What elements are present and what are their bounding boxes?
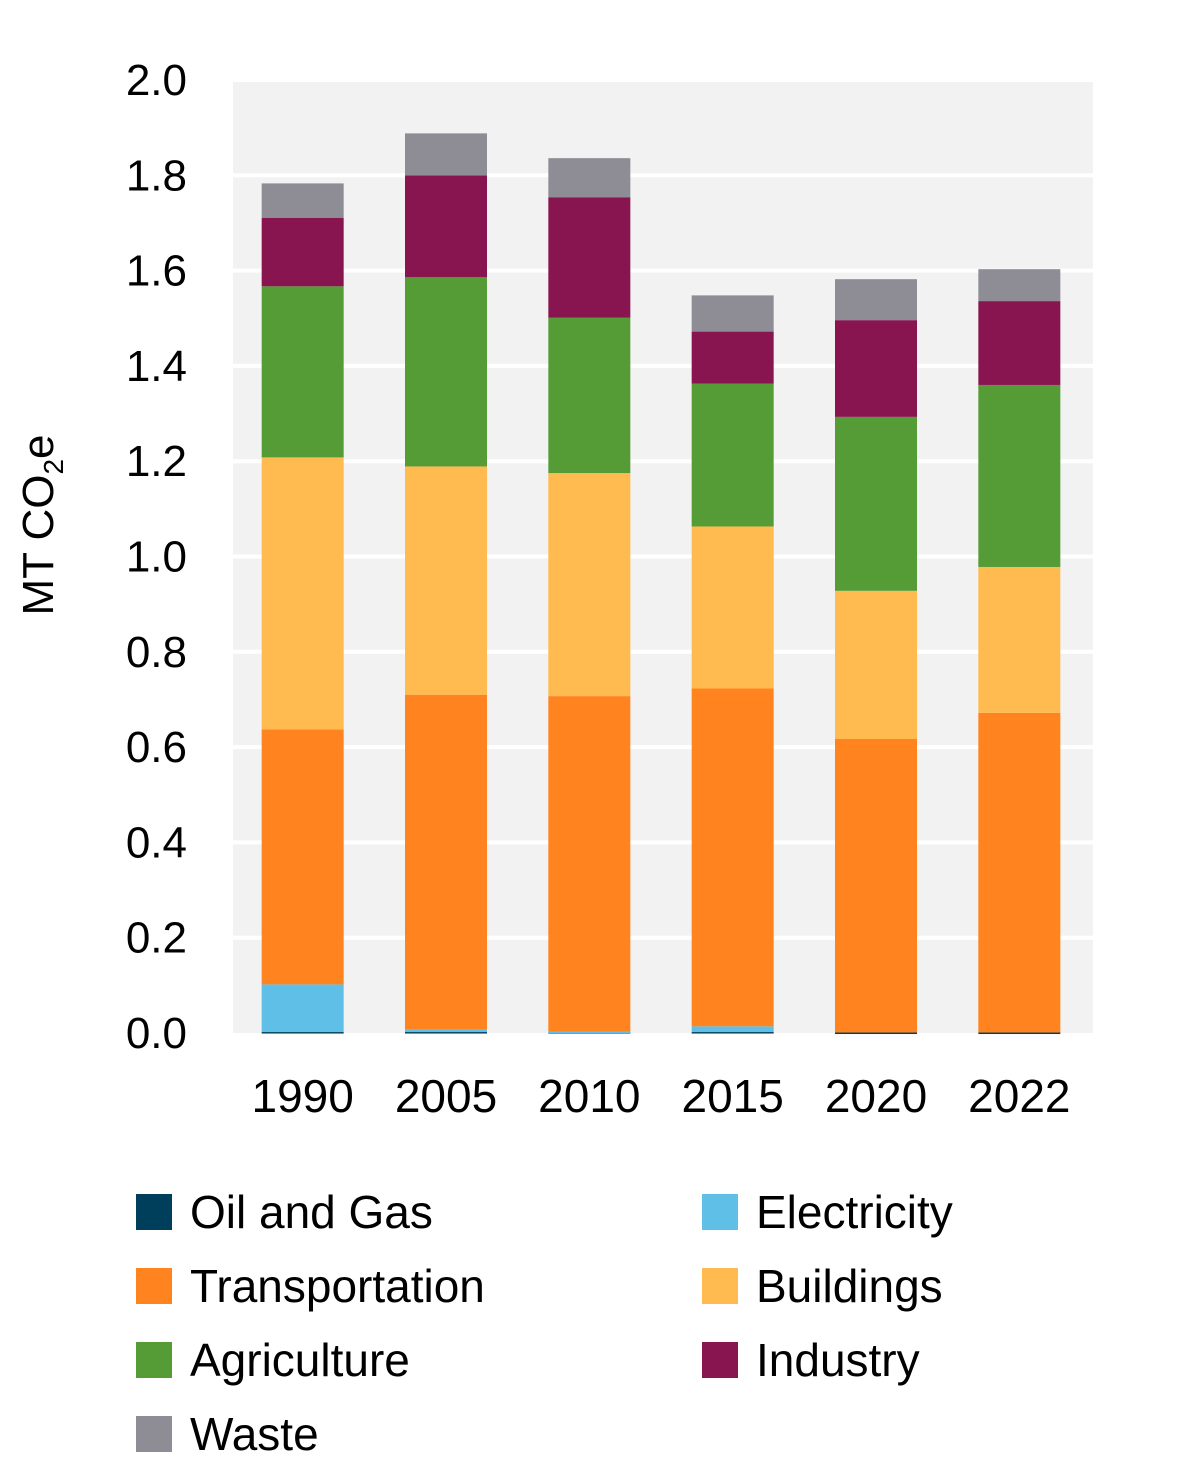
bar-segment-waste-2020 (835, 279, 917, 321)
bar-segment-electricity-2005 (405, 1029, 487, 1033)
bar-segment-industry-2010 (548, 197, 631, 318)
x-tick-label: 2022 (968, 1070, 1070, 1122)
y-tick-label: 0.0 (126, 1009, 187, 1058)
bar-segment-oil-and-gas-2020 (835, 1032, 917, 1035)
bar-segment-electricity-2010 (548, 1031, 631, 1034)
bar-segment-electricity-1990 (261, 984, 344, 1033)
legend-label: Transportation (190, 1260, 485, 1312)
y-tick-label: 1.0 (126, 533, 187, 582)
bar-segment-waste-2015 (691, 295, 774, 332)
bar-segment-agriculture-2010 (548, 317, 631, 474)
bar-segment-buildings-1990 (261, 457, 344, 730)
bar-segment-agriculture-2005 (405, 277, 487, 467)
legend-swatch (136, 1194, 172, 1230)
legend-item: Transportation (136, 1256, 485, 1316)
y-tick-label: 0.6 (126, 723, 187, 772)
legend-label: Buildings (756, 1260, 943, 1312)
legend-label: Waste (190, 1408, 319, 1460)
legend-label: Agriculture (190, 1334, 410, 1386)
bar-segment-agriculture-2022 (978, 384, 1061, 567)
y-tick-label: 1.4 (126, 342, 187, 391)
legend-swatch (702, 1194, 738, 1230)
bar-segment-transportation-2005 (405, 694, 487, 1030)
bar-segment-waste-1990 (261, 183, 344, 218)
bar-segment-oil-and-gas-2005 (405, 1032, 487, 1034)
bar-segment-agriculture-1990 (261, 286, 344, 458)
bar-segment-agriculture-2015 (691, 383, 774, 527)
bar-segment-buildings-2020 (835, 590, 917, 739)
y-tick-label: 1.6 (126, 247, 187, 296)
bar-segment-industry-2022 (978, 301, 1061, 385)
legend-item: Oil and Gas (136, 1182, 433, 1242)
x-tick-label: 2005 (395, 1070, 497, 1122)
bar-segment-industry-2020 (835, 320, 917, 417)
bar-segment-transportation-2010 (548, 696, 631, 1032)
legend-item: Electricity (702, 1182, 953, 1242)
bar-segment-transportation-2022 (978, 712, 1061, 1033)
legend-swatch (136, 1342, 172, 1378)
bar-segment-oil-and-gas-2022 (978, 1032, 1061, 1035)
bar-segment-transportation-2020 (835, 738, 917, 1033)
bar-segment-buildings-2005 (405, 466, 487, 695)
legend-label: Oil and Gas (190, 1186, 433, 1238)
bar-segment-buildings-2022 (978, 566, 1061, 713)
legend-item: Industry (702, 1330, 920, 1390)
bar-segment-waste-2005 (405, 133, 487, 176)
bar-segment-electricity-2015 (691, 1026, 774, 1033)
legend-swatch (702, 1342, 738, 1378)
x-tick-label: 2010 (538, 1070, 640, 1122)
bar-segment-industry-2015 (691, 331, 774, 384)
bar-segment-agriculture-2020 (835, 416, 917, 591)
y-tick-label: 2.0 (126, 56, 187, 105)
legend-swatch (136, 1416, 172, 1452)
bar-segment-buildings-2015 (691, 526, 774, 689)
y-tick-label: 1.2 (126, 437, 187, 486)
y-tick-label: 0.8 (126, 628, 187, 677)
bar-segment-transportation-1990 (261, 729, 344, 985)
x-tick-label: 2020 (825, 1070, 927, 1122)
legend-item: Agriculture (136, 1330, 410, 1390)
bar-segment-transportation-2015 (691, 688, 774, 1027)
y-axis-title: MT CO2e (14, 434, 69, 616)
legend-item: Buildings (702, 1256, 943, 1316)
legend-swatch (136, 1268, 172, 1304)
y-tick-label: 0.2 (126, 914, 187, 963)
bar-segment-waste-2010 (548, 158, 631, 198)
legend-item: Waste (136, 1404, 319, 1464)
bar-segment-buildings-2010 (548, 473, 631, 697)
x-tick-label: 1990 (251, 1070, 353, 1122)
bar-segment-oil-and-gas-1990 (261, 1032, 344, 1034)
bar-segment-waste-2022 (978, 269, 1061, 302)
bar-segment-industry-2005 (405, 175, 487, 278)
legend-label: Industry (756, 1334, 920, 1386)
bar-segment-industry-1990 (261, 217, 344, 287)
legend-swatch (702, 1268, 738, 1304)
y-tick-label: 0.4 (126, 818, 187, 867)
bar-segment-oil-and-gas-2015 (691, 1032, 774, 1034)
x-tick-label: 2015 (681, 1070, 783, 1122)
y-tick-label: 1.8 (126, 151, 187, 200)
legend-label: Electricity (756, 1186, 953, 1238)
